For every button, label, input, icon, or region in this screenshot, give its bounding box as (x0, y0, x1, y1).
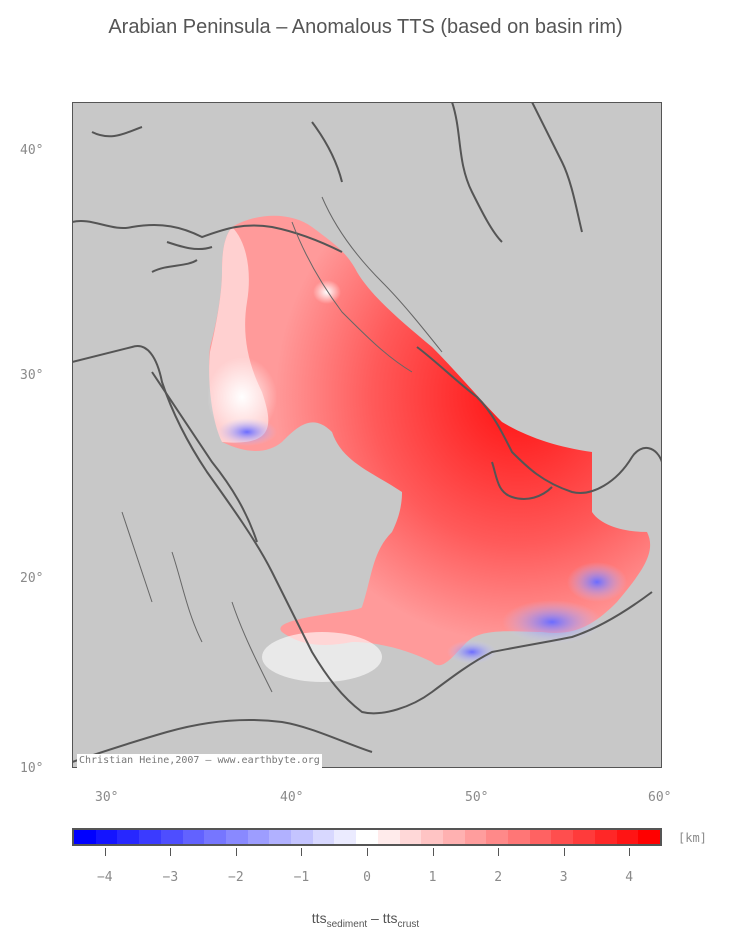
colorbar-segment (551, 830, 574, 844)
coastlines (72, 102, 662, 763)
colorbar-segment (421, 830, 443, 844)
colorbar-segment (638, 830, 660, 844)
colorbar-tick-label: −4 (96, 870, 113, 885)
lat-label-40: 40° (20, 143, 44, 158)
colorbar-tick-label: −3 (162, 870, 179, 885)
lat-label-30: 30° (20, 368, 44, 383)
colorbar-tick-label: 2 (494, 870, 503, 885)
colorbar-segment (225, 830, 248, 844)
colorbar-segment (74, 830, 96, 844)
colorbar-segment (464, 830, 487, 844)
colorbar-tick-label: 3 (559, 870, 568, 885)
anomaly-white-patch (207, 357, 277, 437)
colorbar (72, 828, 662, 846)
map-title: Arabian Peninsula – Anomalous TTS (based… (108, 16, 623, 38)
lon-label-60: 60° (648, 790, 672, 805)
rivers (121, 196, 443, 693)
colorbar-segment (399, 830, 422, 844)
colorbar-tick (498, 848, 500, 856)
credit-text: Christian Heine,2007 — www.earthbyte.org (77, 754, 322, 768)
colorbar-tick-label: 1 (428, 870, 437, 885)
colorbar-segment (160, 830, 183, 844)
colorbar-segment (508, 830, 530, 844)
anomaly-blue-west (217, 418, 277, 446)
colorbar-axis-label: ttssediment – ttscrust (311, 910, 420, 930)
colorbar-segment (529, 830, 552, 844)
colorbar-tick (235, 848, 237, 856)
colorbar-segment (95, 830, 118, 844)
colorbar-segment (204, 830, 226, 844)
anomaly-field (209, 215, 651, 666)
colorbar-segment (182, 830, 205, 844)
colorbar-segment (269, 830, 292, 844)
colorbar-tick (367, 848, 368, 856)
colorbar-unit: [km] (678, 831, 707, 845)
colorbar-segment (356, 830, 378, 844)
map-panel[interactable] (72, 102, 662, 768)
anomaly-blue-yemen (447, 640, 497, 664)
colorbar-segment (486, 830, 509, 844)
anomaly-white-spot (313, 280, 341, 304)
colorbar-tick-label: 0 (363, 870, 371, 885)
colorbar-tick (563, 848, 565, 856)
colorbar-tick (170, 848, 172, 856)
colorbar-segment (247, 830, 270, 844)
colorbar-segment (139, 830, 161, 844)
colorbar-tick (104, 848, 106, 856)
colorbar-tick (629, 848, 631, 856)
colorbar-tick-label: 4 (625, 870, 634, 885)
colorbar-segment (334, 830, 357, 844)
colorbar-segment (616, 830, 639, 844)
anomaly-white-south (262, 632, 382, 682)
colorbar-segment (291, 830, 313, 844)
colorbar-segment (117, 830, 140, 844)
colorbar-tick (301, 848, 303, 856)
lat-label-10: 10° (20, 761, 44, 776)
lon-label-40: 40° (280, 790, 304, 805)
colorbar-tick (432, 848, 434, 856)
lat-label-20: 20° (20, 571, 44, 586)
colorbar-segment (312, 830, 335, 844)
anomaly-blue-southeast (567, 562, 627, 602)
colorbar-tick-label: −2 (228, 870, 244, 885)
colorbar-tick-label: −1 (293, 870, 310, 885)
map-canvas (72, 102, 662, 768)
lon-label-50: 50° (465, 790, 489, 805)
colorbar-segment (594, 830, 617, 844)
colorbar-segment (573, 830, 595, 844)
anomaly-blue-south (502, 600, 602, 644)
lon-label-30: 30° (95, 790, 119, 805)
colorbar-segment (377, 830, 400, 844)
colorbar-segment (442, 830, 465, 844)
